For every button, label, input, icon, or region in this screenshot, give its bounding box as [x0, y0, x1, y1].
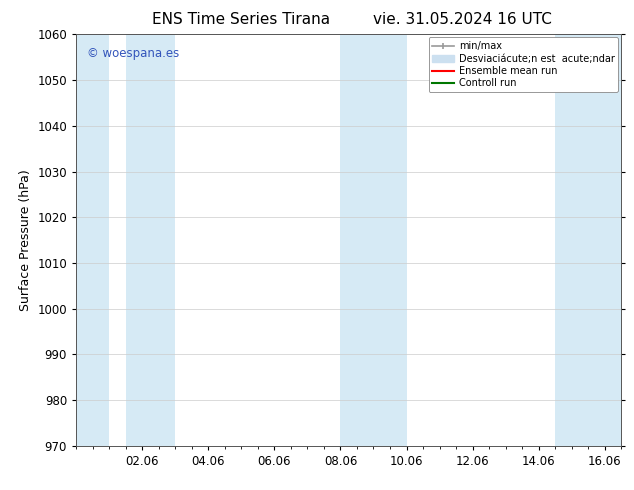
Bar: [126, 34, 175, 446]
Bar: [555, 34, 621, 446]
Legend: min/max, Desviaciácute;n est  acute;ndar, Ensemble mean run, Controll run: min/max, Desviaciácute;n est acute;ndar,…: [429, 37, 618, 92]
Text: ENS Time Series Tirana: ENS Time Series Tirana: [152, 12, 330, 27]
Bar: [76, 34, 109, 446]
Y-axis label: Surface Pressure (hPa): Surface Pressure (hPa): [19, 169, 32, 311]
Text: © woespana.es: © woespana.es: [87, 47, 179, 60]
Text: vie. 31.05.2024 16 UTC: vie. 31.05.2024 16 UTC: [373, 12, 552, 27]
Bar: [340, 34, 406, 446]
